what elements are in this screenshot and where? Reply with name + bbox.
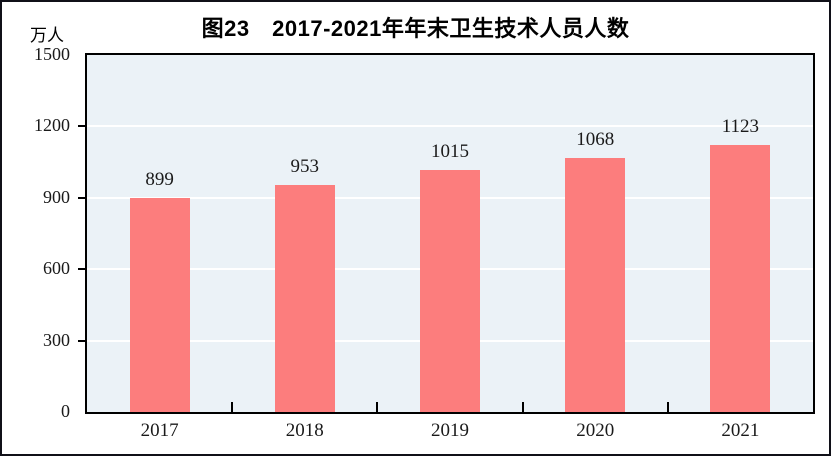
y-tick-label-300: 300 <box>43 329 70 350</box>
bar-2019 <box>420 170 480 412</box>
y-axis-unit-label: 万人 <box>30 26 64 45</box>
y-tick-label-1500: 1500 <box>34 44 70 64</box>
bar-value-label-2021: 1123 <box>721 115 760 137</box>
y-tick-label-0: 0 <box>61 401 70 421</box>
bar-2020 <box>565 157 626 412</box>
chart-title: 图23 2017-2021年年末卫生技术人员人数 <box>201 16 630 41</box>
y-tick-mark-600 <box>78 268 85 271</box>
gridline-1200 <box>87 125 813 128</box>
y-tick-label-1200: 1200 <box>34 115 70 136</box>
bar-2021 <box>710 144 771 412</box>
x-tick-label-2021: 2021 <box>721 420 760 441</box>
x-tick-mark-3 <box>521 402 524 412</box>
x-tick-label-2018: 2018 <box>285 420 324 441</box>
bar-2018 <box>274 185 335 412</box>
y-tick-label-600: 600 <box>43 258 70 279</box>
x-tick-mark-2 <box>376 402 379 412</box>
y-tick-mark-1200 <box>78 125 85 128</box>
bar-value-label-2018: 953 <box>290 156 320 178</box>
x-tick-label-2017: 2017 <box>140 420 179 441</box>
y-tick-label-900: 900 <box>43 186 70 207</box>
plot-area: 899 953 1015 1068 1123 <box>85 53 815 414</box>
bar-value-label-2017: 899 <box>145 169 174 191</box>
y-tick-mark-900 <box>78 196 85 199</box>
y-tick-mark-300 <box>78 339 85 342</box>
x-tick-mark-4 <box>666 402 669 412</box>
bar-2017 <box>129 198 190 412</box>
x-tick-mark-1 <box>231 402 234 412</box>
bar-value-label-2019: 1015 <box>431 141 469 163</box>
x-tick-label-2020: 2020 <box>576 420 615 441</box>
x-tick-label-2019: 2019 <box>431 420 469 441</box>
bar-value-label-2020: 1068 <box>576 128 615 150</box>
